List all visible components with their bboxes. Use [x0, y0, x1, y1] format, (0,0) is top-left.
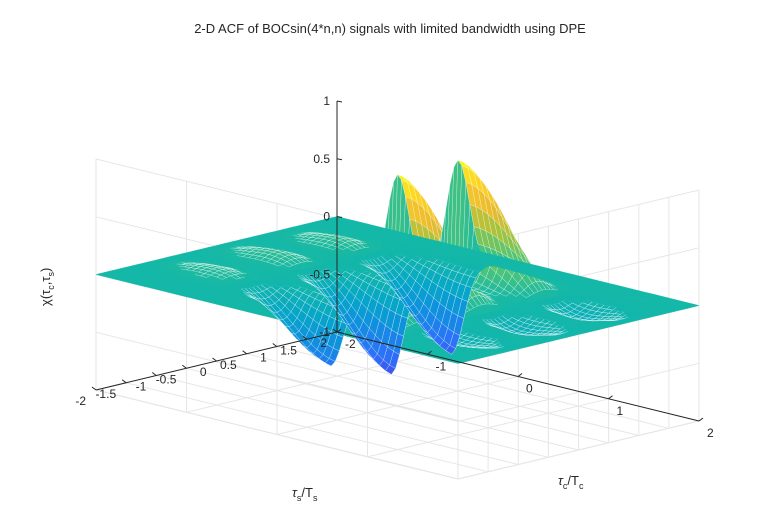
- y-tick-label: -1: [436, 359, 447, 373]
- x-tick-label: -0.5: [156, 372, 177, 386]
- y-tick-mark: [698, 417, 704, 422]
- z-tick-mark: [336, 158, 343, 161]
- y-tick-mark: [608, 395, 613, 400]
- x-tick-label: 0.5: [220, 358, 237, 372]
- x-tick-label: -2: [75, 394, 86, 408]
- y-tick-label: 0: [526, 382, 533, 396]
- z-tick-label: 0: [323, 210, 330, 224]
- x-tick-mark: [151, 372, 157, 376]
- x-tick-mark: [121, 379, 127, 384]
- x-tick-mark: [302, 335, 308, 340]
- y-tick-label: 1: [617, 404, 624, 418]
- y-tick-mark: [336, 328, 342, 333]
- z-tick-mark: [336, 216, 343, 218]
- x-axis-label: τs/Ts: [292, 485, 318, 503]
- y-tick-label: -2: [345, 337, 356, 351]
- x-tick-mark: [272, 343, 278, 347]
- z-axis-label: χ(τc,τs): [38, 268, 56, 306]
- y-tick-mark: [427, 350, 432, 355]
- z-tick-mark: [336, 273, 343, 276]
- z-tick-label: -1: [319, 325, 330, 339]
- y-tick-mark: [517, 373, 523, 377]
- x-tick-label: 1.5: [280, 343, 297, 357]
- surface-layer: [95, 159, 700, 375]
- z-tick-mark: [336, 331, 343, 334]
- x-tick-label: 2: [320, 336, 327, 350]
- y-axis-label: τc/Tc: [558, 473, 584, 491]
- z-tick-label: 1: [323, 94, 330, 108]
- tick-layer: 2 1.5 1 0.5 0 -0.5 -1 -1.5 -2 -2 -1 0 1 2 1 0.5 0 -0.5 -1: [75, 94, 714, 440]
- y-tick-label: 2: [707, 426, 714, 440]
- x-tick-label: -1: [136, 380, 147, 394]
- floor-grid-line: [367, 398, 609, 458]
- x-tick-label: -1.5: [95, 387, 116, 401]
- x-tick-mark: [212, 357, 217, 362]
- z-tick-mark: [336, 100, 343, 103]
- chart-title: 2-D ACF of BOCsin(4*n,n) signals with li…: [194, 21, 586, 36]
- x-tick-label: 0: [200, 365, 207, 379]
- x-tick-mark: [91, 386, 97, 391]
- z-tick-label: -0.5: [309, 267, 330, 281]
- x-tick-mark: [242, 350, 247, 355]
- z-tick-label: 0.5: [313, 152, 330, 166]
- x-tick-mark: [182, 364, 187, 369]
- x-tick-mark: [332, 328, 338, 333]
- floor-grid-line: [276, 376, 519, 435]
- x-tick-label: 1: [260, 351, 267, 365]
